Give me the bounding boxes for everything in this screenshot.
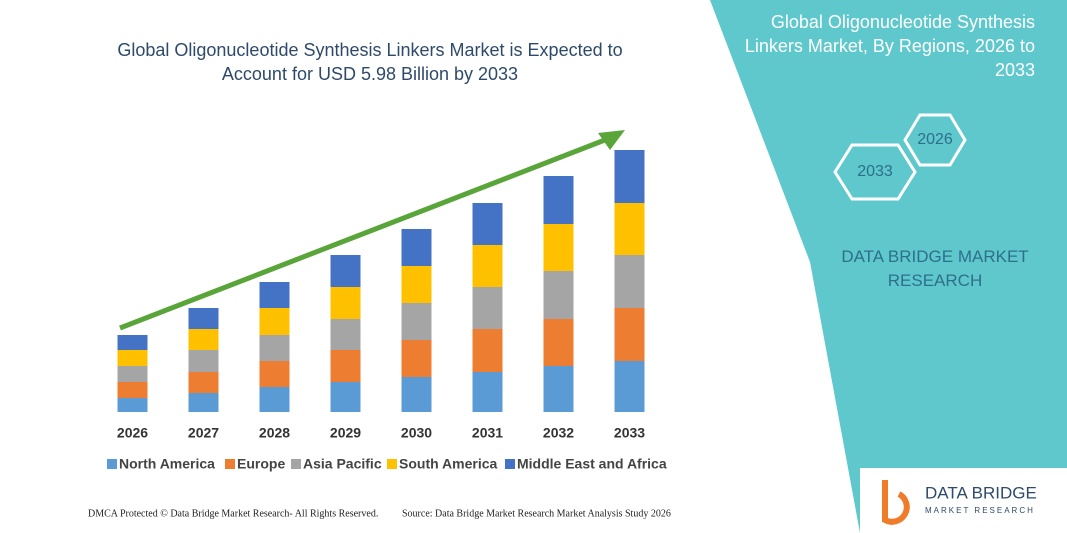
- x-tick-label: 2026: [117, 425, 148, 441]
- bar-segment: [188, 329, 219, 350]
- panel-brand: DATA BRIDGE MARKET RESEARCH: [841, 247, 1029, 290]
- bar-segment: [188, 393, 219, 412]
- legend-swatch: [387, 459, 397, 469]
- legend-label: Middle East and Africa: [517, 456, 667, 472]
- logo-tagline: MARKET RESEARCH: [925, 506, 1035, 515]
- bar-segment: [472, 287, 503, 329]
- legend-swatch: [225, 459, 235, 469]
- footer-left: DMCA Protected © Data Bridge Market Rese…: [88, 508, 378, 519]
- x-tick-label: 2028: [259, 425, 290, 441]
- x-tick-label: 2032: [543, 425, 574, 441]
- bar-segment: [543, 271, 574, 319]
- legend-label: Europe: [237, 456, 285, 472]
- hexagon: [903, 113, 967, 167]
- bar-segment: [543, 366, 574, 412]
- legend-label: South America: [399, 456, 497, 472]
- hex-label: 2033: [857, 163, 893, 180]
- bar-segment: [472, 329, 503, 372]
- bar-segment: [543, 224, 574, 271]
- x-tick-label: 2033: [614, 425, 645, 441]
- bar-segment: [188, 372, 219, 393]
- bar-segment: [614, 203, 645, 255]
- bar-segment: [259, 361, 290, 387]
- footer-right: Source: Data Bridge Market Research Mark…: [402, 508, 671, 519]
- bar-segment: [401, 303, 432, 340]
- bar-segment: [330, 350, 361, 382]
- bar-segment: [401, 229, 432, 266]
- bar-segment: [188, 350, 219, 372]
- bar-segment: [259, 387, 290, 412]
- panel-title: Global Oligonucleotide Synthesis Linkers…: [744, 12, 1035, 80]
- bar-segment: [472, 372, 503, 412]
- bar-segment: [614, 361, 645, 412]
- chart-title: Global Oligonucleotide Synthesis Linkers…: [117, 40, 623, 84]
- hexagon: [833, 143, 917, 201]
- arrow-head: [598, 130, 625, 150]
- bar-segment: [472, 203, 503, 245]
- bar-segment: [330, 255, 361, 287]
- bar-segment: [117, 398, 148, 412]
- bar-segment: [614, 150, 645, 203]
- bar-segment: [330, 287, 361, 319]
- bar-segment: [259, 282, 290, 308]
- bar-segment: [330, 319, 361, 350]
- x-tick-label: 2031: [472, 425, 503, 441]
- legend-swatch: [291, 459, 301, 469]
- bar-segment: [259, 335, 290, 361]
- x-tick-label: 2030: [401, 425, 432, 441]
- bar-segment: [614, 255, 645, 308]
- legend-swatch: [505, 459, 515, 469]
- legend-label: North America: [119, 456, 215, 472]
- bar-segment: [543, 176, 574, 224]
- x-tick-label: 2029: [330, 425, 361, 441]
- bar-segment: [117, 382, 148, 398]
- legend-swatch: [107, 459, 117, 469]
- bar-segment: [117, 366, 148, 382]
- x-tick-label: 2027: [188, 425, 219, 441]
- legend-label: Asia Pacific: [303, 456, 382, 472]
- logo-name: DATA BRIDGE: [925, 483, 1037, 502]
- bar-segment: [472, 245, 503, 287]
- hex-label: 2026: [917, 131, 953, 148]
- bar-segment: [401, 340, 432, 377]
- bar-segment: [330, 382, 361, 412]
- logo-mark: [882, 480, 910, 525]
- side-panel: [710, 0, 1067, 533]
- bar-segment: [117, 335, 148, 350]
- trend-arrow: [119, 135, 611, 331]
- bar-segment: [401, 266, 432, 303]
- bar-segment: [117, 350, 148, 366]
- bar-segment: [259, 308, 290, 335]
- bar-segment: [614, 308, 645, 361]
- bar-segment: [188, 308, 219, 329]
- bar-segment: [401, 377, 432, 412]
- bar-segment: [543, 319, 574, 366]
